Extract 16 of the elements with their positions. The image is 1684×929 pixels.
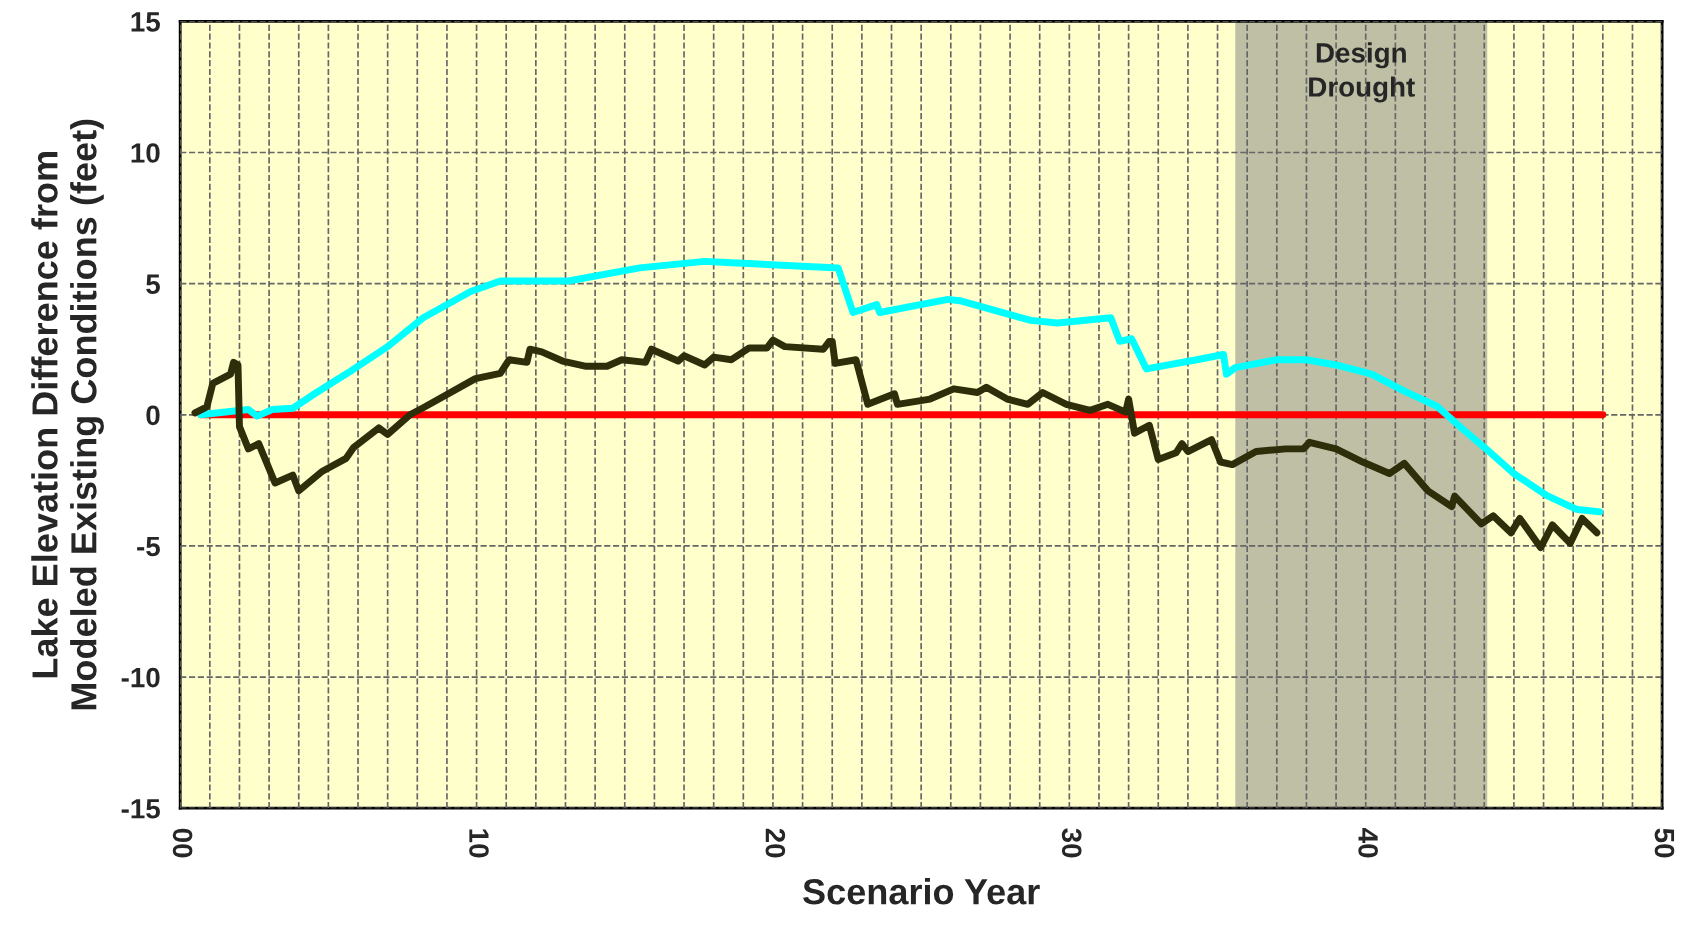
y-tick-label: -15 (121, 799, 160, 819)
x-axis-title: Scenario Year (803, 878, 1040, 905)
y-tick-label: 10 (131, 143, 160, 163)
y-axis-title: Lake Elevation Difference from Modeled Existing Conditions (feet) (31, 119, 104, 710)
y-tick-label: 15 (131, 12, 160, 32)
x-tick-label: 30 (1061, 828, 1082, 858)
y-tick-label: 0 (146, 405, 160, 426)
y-tick-label: 5 (146, 274, 160, 294)
x-tick-label: 20 (765, 828, 786, 858)
y-tick-label: -10 (121, 667, 160, 688)
x-tick-label: 50 (1654, 828, 1675, 858)
band-label: Design Drought (1309, 42, 1415, 103)
x-tick-label: 40 (1358, 828, 1378, 858)
x-tick-label: 10 (469, 829, 489, 858)
y-tick-label: -5 (137, 536, 160, 557)
x-tick-label: 00 (172, 828, 193, 858)
